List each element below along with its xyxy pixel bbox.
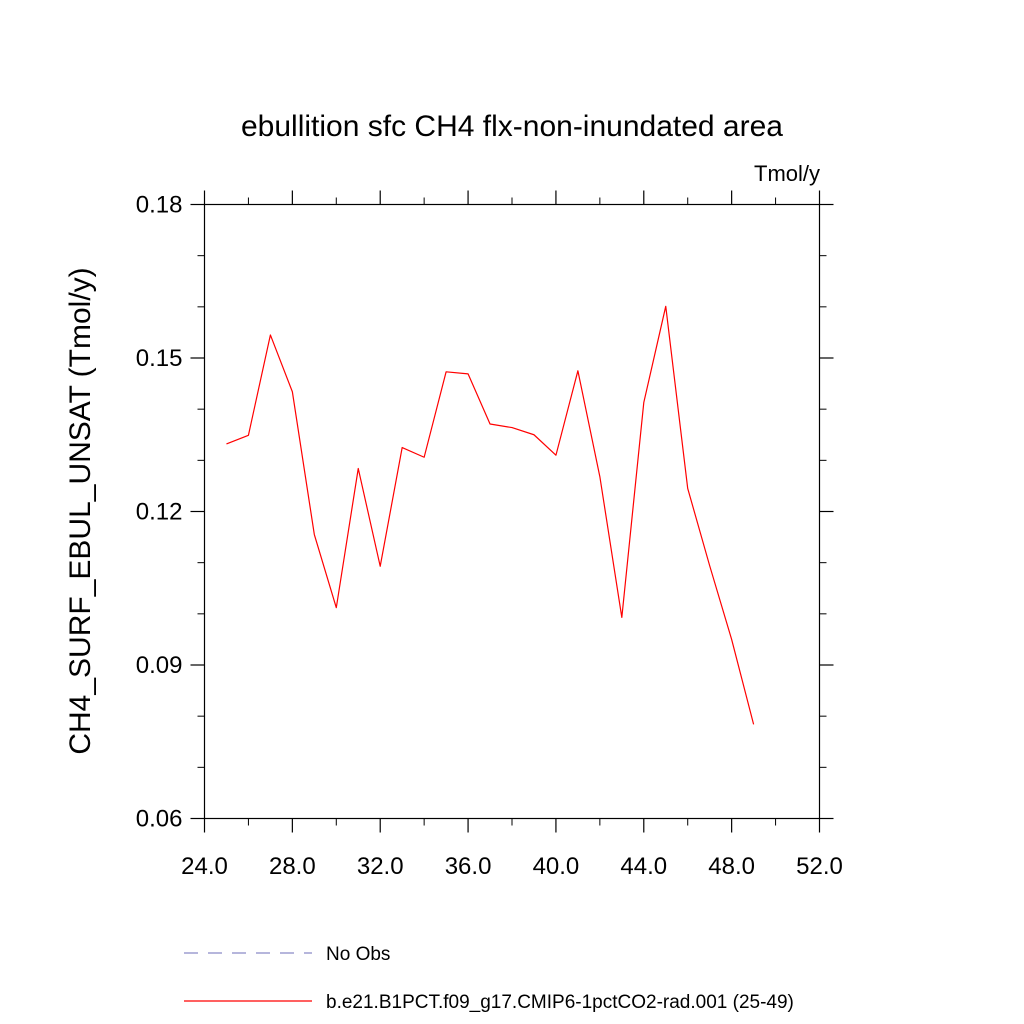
legend-label-model: b.e21.B1PCT.f09_g17.CMIP6-1pctCO2-rad.00…	[326, 992, 794, 1013]
x-tick-label: 44.0	[620, 853, 667, 880]
y-axis-label: CH4_SURF_EBUL_UNSAT (Tmol/y)	[64, 267, 97, 754]
series-line	[226, 305, 755, 725]
x-tick-label: 48.0	[708, 853, 755, 880]
units-label: Tmol/y	[754, 161, 820, 186]
legend-label-no-obs: No Obs	[326, 944, 390, 965]
x-tick-label: 40.0	[533, 853, 580, 880]
y-tick-label: 0.18	[136, 192, 183, 219]
series-layer	[226, 305, 755, 725]
x-tick-label: 32.0	[357, 853, 404, 880]
chart-title: ebullition sfc CH4 flx-non-inundated are…	[241, 110, 783, 143]
x-axis: 24.0 28.0 32.0 36.0 40.0 44.0 48.0 52.0	[181, 190, 843, 880]
y-tick-label: 0.12	[136, 499, 183, 526]
y-axis: 0.06 0.09 0.12 0.15 0.18	[136, 192, 834, 833]
x-tick-label: 52.0	[796, 853, 843, 880]
legend: No Obs b.e21.B1PCT.f09_g17.CMIP6-1pctCO2…	[184, 944, 794, 1013]
minor-ticks	[197, 197, 827, 826]
y-tick-label: 0.09	[136, 652, 183, 679]
x-tick-label: 36.0	[445, 853, 492, 880]
plot-frame	[203, 203, 821, 820]
y-tick-label: 0.15	[136, 345, 183, 372]
x-tick-label: 28.0	[269, 853, 316, 880]
x-tick-label: 24.0	[181, 853, 228, 880]
y-tick-label: 0.06	[136, 806, 183, 833]
